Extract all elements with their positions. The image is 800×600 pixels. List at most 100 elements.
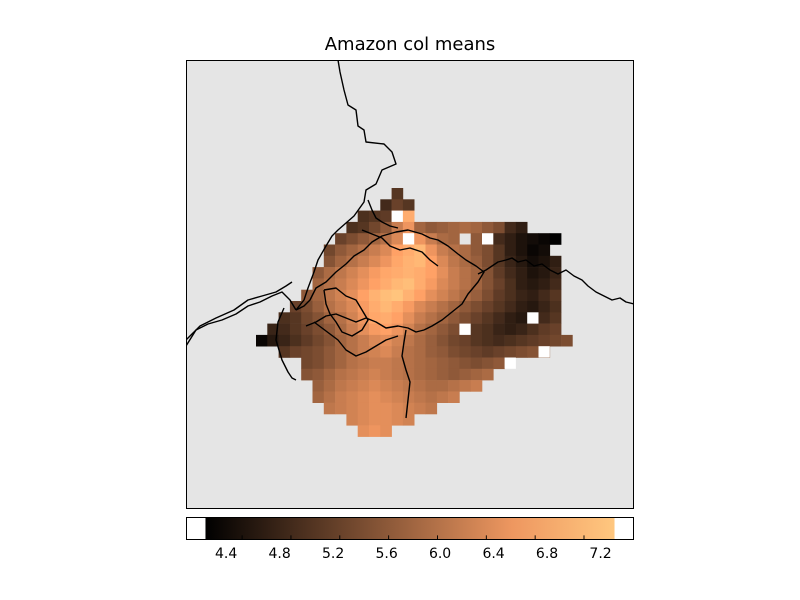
heatmap-cell: [493, 289, 505, 302]
heatmap-cell: [391, 414, 404, 426]
missing-cell: [538, 346, 550, 358]
heatmap-cell: [323, 402, 336, 415]
heatmap-cell: [380, 346, 392, 358]
heatmap-cell: [448, 357, 460, 370]
heatmap-cell: [504, 346, 517, 358]
heatmap-cell: [459, 244, 471, 257]
heatmap-cell: [459, 334, 471, 347]
heatmap-cell: [402, 346, 415, 358]
heatmap-cell: [414, 278, 426, 290]
colorbar-gradient: [205, 518, 615, 539]
heatmap-cell: [538, 289, 551, 302]
heatmap-cell: [448, 278, 460, 290]
heatmap-cell: [391, 391, 404, 403]
heatmap-cell: [391, 244, 404, 257]
heatmap-cell: [482, 267, 494, 279]
river-north-branch: [367, 199, 399, 229]
heatmap-cell: [312, 368, 325, 381]
heatmap-cell: [278, 323, 291, 336]
heatmap-cell: [425, 346, 438, 358]
colorbar: [186, 517, 634, 540]
heatmap-cell: [346, 312, 358, 324]
heatmap-cell: [369, 402, 381, 415]
heatmap-cell: [470, 334, 483, 347]
heatmap-cell: [493, 357, 505, 370]
heatmap-cell: [323, 323, 336, 336]
heatmap-cell: [402, 402, 415, 415]
heatmap-cell: [346, 267, 358, 279]
heatmap-cell: [448, 380, 460, 392]
heatmap-cell: [323, 301, 336, 313]
heatmap-cell: [402, 199, 415, 211]
heatmap-cell: [527, 244, 539, 257]
heatmap-cell: [369, 323, 381, 336]
heatmap-cell: [357, 334, 370, 347]
heatmap-cell: [380, 289, 392, 302]
missing-cell: [402, 233, 415, 245]
heatmap-cell: [312, 357, 325, 370]
heatmap-cell: [493, 334, 505, 347]
heatmap-cell: [391, 301, 404, 313]
colorbar-tick-label: 7.2: [589, 546, 612, 562]
heatmap-cell: [402, 278, 415, 290]
heatmap-cell: [459, 368, 471, 381]
heatmap-cell: [459, 357, 471, 370]
heatmap-cell: [357, 210, 370, 223]
heatmap-cell: [527, 255, 539, 268]
heatmap-cell: [482, 334, 494, 347]
heatmap-cell: [470, 357, 483, 370]
heatmap-cell: [380, 323, 392, 336]
heatmap-cell: [391, 289, 404, 302]
heatmap-cell: [402, 210, 415, 223]
heatmap-cell: [335, 244, 347, 257]
heatmap-cells: [256, 188, 573, 437]
heatmap-cell: [436, 368, 449, 381]
heatmap-cell: [549, 323, 562, 336]
heatmap-cell: [515, 301, 528, 313]
heatmap-cell: [504, 301, 517, 313]
heatmap-cell: [414, 244, 426, 257]
heatmap-cell: [346, 323, 358, 336]
heatmap-cell: [323, 244, 336, 257]
heatmap-cell: [414, 346, 426, 358]
heatmap-cell: [493, 323, 505, 336]
heatmap-cell: [515, 323, 528, 336]
heatmap-cell: [380, 312, 392, 324]
heatmap-cell: [482, 301, 494, 313]
colorbar-tick-label: 6.0: [428, 546, 452, 562]
heatmap-cell: [436, 221, 449, 234]
heatmap-cell: [402, 255, 415, 268]
heatmap-cell: [470, 346, 483, 358]
heatmap-cell: [459, 255, 471, 268]
heatmap-cell: [515, 278, 528, 290]
heatmap-cell: [504, 312, 517, 324]
heatmap-cell: [380, 357, 392, 370]
heatmap-cell: [335, 402, 347, 415]
heatmap-cell: [414, 289, 426, 302]
heatmap-cell: [482, 221, 494, 234]
heatmap-cell: [402, 334, 415, 347]
heatmap-cell: [323, 357, 336, 370]
heatmap-cell: [414, 380, 426, 392]
heatmap-cell: [493, 221, 505, 234]
heatmap-cell: [470, 267, 483, 279]
heatmap-cell: [549, 301, 562, 313]
heatmap-cell: [527, 301, 539, 313]
heatmap-cell: [448, 368, 460, 381]
heatmap-cell: [493, 244, 505, 257]
heatmap-cell: [414, 312, 426, 324]
heatmap-cell: [301, 334, 313, 347]
heatmap-cell: [357, 255, 370, 268]
heatmap-cell: [301, 312, 313, 324]
heatmap-cell: [527, 346, 539, 358]
heatmap-cell: [425, 334, 438, 347]
heatmap-cell: [549, 255, 562, 268]
heatmap-cell: [527, 267, 539, 279]
heatmap-cell: [346, 244, 358, 257]
heatmap-cell: [289, 301, 302, 313]
map-title: Amazon col means: [324, 34, 496, 55]
heatmap-cell: [538, 334, 551, 347]
heatmap-cell: [448, 221, 460, 234]
heatmap-cell: [335, 312, 347, 324]
heatmap-cell: [448, 323, 460, 336]
